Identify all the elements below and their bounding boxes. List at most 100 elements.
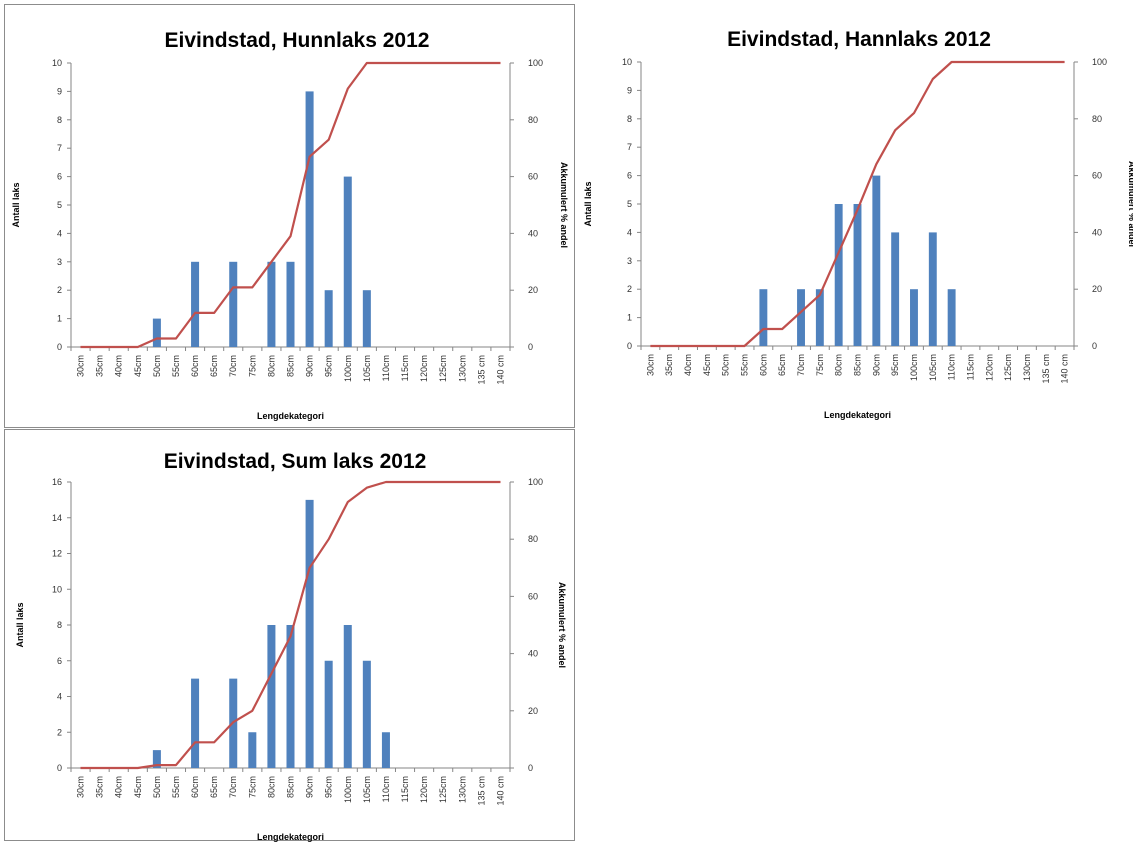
x-tick-label: 75cm xyxy=(815,354,825,376)
y2-tick-label: 20 xyxy=(528,285,538,295)
x-tick-label: 40cm xyxy=(683,354,693,376)
y2-tick-label: 40 xyxy=(528,228,538,238)
y2-tick-label: 60 xyxy=(528,591,538,601)
x-tick-label: 50cm xyxy=(152,776,162,798)
x-tick-label: 95cm xyxy=(324,355,334,377)
x-tick-label: 110cm xyxy=(947,354,957,380)
y-tick-label: 10 xyxy=(52,584,62,594)
bar xyxy=(248,732,257,768)
x-tick-label: 30cm xyxy=(76,355,86,377)
y-tick-label: 12 xyxy=(52,549,62,559)
y2-tick-label: 40 xyxy=(528,649,538,659)
x-tick-label: 45cm xyxy=(702,354,712,376)
y-tick-label: 8 xyxy=(57,115,62,125)
chart-panel-sum-laks: Eivindstad, Sum laks 2012 0 2 4 6 8 10 12 14 16 0 2… xyxy=(4,429,575,842)
bar xyxy=(229,261,238,347)
bar xyxy=(343,625,352,768)
y2-tick-label: 100 xyxy=(1092,57,1107,67)
chart-sum-laks: Eivindstad, Sum laks 2012 0 2 4 6 8 10 12 14 16 0 2… xyxy=(15,450,567,842)
y2-tick-label: 0 xyxy=(528,763,533,773)
x-tick-label: 115cm xyxy=(400,355,410,381)
y-axis-title: Antall laks xyxy=(11,182,21,227)
y-tick-label: 5 xyxy=(57,200,62,210)
x-tick-label: 45cm xyxy=(133,776,143,798)
y-tick-label: 4 xyxy=(57,228,62,238)
y-axis-title: Antall laks xyxy=(15,602,25,647)
x-tick-label: 100cm xyxy=(343,355,353,382)
chart-panel-hunnlaks: Eivindstad, Hunnlaks 2012 0 1 2 3 4 5 6 7 8 9 10 0 20… xyxy=(4,4,575,428)
chart-panel-hannlaks: Eivindstad, Hannlaks 2012 0 1 2 3 4 5 6 7 8 9 10 0 20… xyxy=(577,4,1133,428)
x-tick-label: 70cm xyxy=(228,776,238,798)
x-tick-label: 95cm xyxy=(324,776,334,798)
x-tick-label: 55cm xyxy=(171,776,181,798)
x-tick-label: 130cm xyxy=(1022,354,1032,381)
y-tick-label: 14 xyxy=(52,513,62,523)
bar xyxy=(305,91,314,348)
bar xyxy=(797,289,805,346)
x-tick-label: 75cm xyxy=(247,776,257,798)
bar xyxy=(362,290,371,347)
y2-tick-label: 80 xyxy=(528,115,538,125)
x-tick-label: 65cm xyxy=(777,354,787,376)
y2-axis-title: Akkumulert % andel xyxy=(557,582,567,668)
chart-title: Eivindstad, Sum laks 2012 xyxy=(164,450,427,473)
x-tick-label: 70cm xyxy=(228,355,238,377)
y-tick-label: 6 xyxy=(627,171,632,181)
x-tick-label: 45cm xyxy=(133,355,143,377)
bar xyxy=(947,289,956,346)
cumulative-line xyxy=(80,61,501,349)
x-axis-title: Lengdekategori xyxy=(824,410,891,420)
bar xyxy=(891,232,900,346)
y2-tick-label: 80 xyxy=(528,534,538,544)
bar xyxy=(286,625,295,768)
y-tick-label: 10 xyxy=(52,58,62,68)
x-tick-label: 90cm xyxy=(305,776,315,798)
x-tick-label: 105cm xyxy=(928,354,938,381)
x-tick-label: 60cm xyxy=(190,355,200,377)
bar xyxy=(152,750,161,768)
y-tick-label: 7 xyxy=(627,142,632,152)
y2-tick-label: 100 xyxy=(528,477,543,487)
x-tick-label: 55cm xyxy=(171,355,181,377)
y-tick-label: 1 xyxy=(57,314,62,324)
y-tick-label: 9 xyxy=(57,86,62,96)
x-axis-title: Lengdekategori xyxy=(257,411,324,421)
x-tick-label: 125cm xyxy=(1003,354,1013,381)
x-tick-label: 135 cm xyxy=(476,355,486,385)
x-tick-label: 135 cm xyxy=(1041,354,1051,384)
x-tick-label: 130cm xyxy=(457,355,467,382)
y-tick-label: 6 xyxy=(57,172,62,182)
x-tick-label: 130cm xyxy=(457,776,467,803)
y2-tick-label: 40 xyxy=(1092,227,1102,237)
bar xyxy=(267,625,276,768)
x-tick-label: 80cm xyxy=(266,776,276,798)
x-tick-label: 100cm xyxy=(909,354,919,381)
x-tick-label: 35cm xyxy=(664,354,674,376)
bar xyxy=(910,289,918,346)
bar xyxy=(286,261,295,347)
chart-hunnlaks: Eivindstad, Hunnlaks 2012012345678910020… xyxy=(11,29,569,421)
x-tick-label: 90cm xyxy=(871,354,881,376)
chart-hannlaks: Eivindstad, Hannlaks 2012012345678910020… xyxy=(583,28,1133,420)
x-tick-label: 120cm xyxy=(419,776,429,803)
bar xyxy=(362,660,371,768)
y-tick-label: 1 xyxy=(627,313,632,323)
chart-title: Eivindstad, Hannlaks 2012 xyxy=(727,28,991,51)
x-tick-label: 110cm xyxy=(381,355,391,381)
x-tick-label: 50cm xyxy=(152,355,162,377)
x-tick-label: 50cm xyxy=(721,354,731,376)
x-tick-label: 65cm xyxy=(209,776,219,798)
y-tick-label: 2 xyxy=(57,727,62,737)
bar xyxy=(872,175,881,346)
bar xyxy=(343,176,352,347)
y-axis-title: Antall laks xyxy=(583,181,593,226)
y-tick-label: 9 xyxy=(627,85,632,95)
y-tick-label: 16 xyxy=(52,477,62,487)
x-tick-label: 90cm xyxy=(305,355,315,377)
x-tick-label: 80cm xyxy=(834,354,844,376)
x-tick-label: 65cm xyxy=(209,355,219,377)
x-tick-label: 75cm xyxy=(247,355,257,377)
y-tick-label: 2 xyxy=(627,284,632,294)
bar xyxy=(815,289,824,346)
y-tick-label: 0 xyxy=(627,341,632,351)
